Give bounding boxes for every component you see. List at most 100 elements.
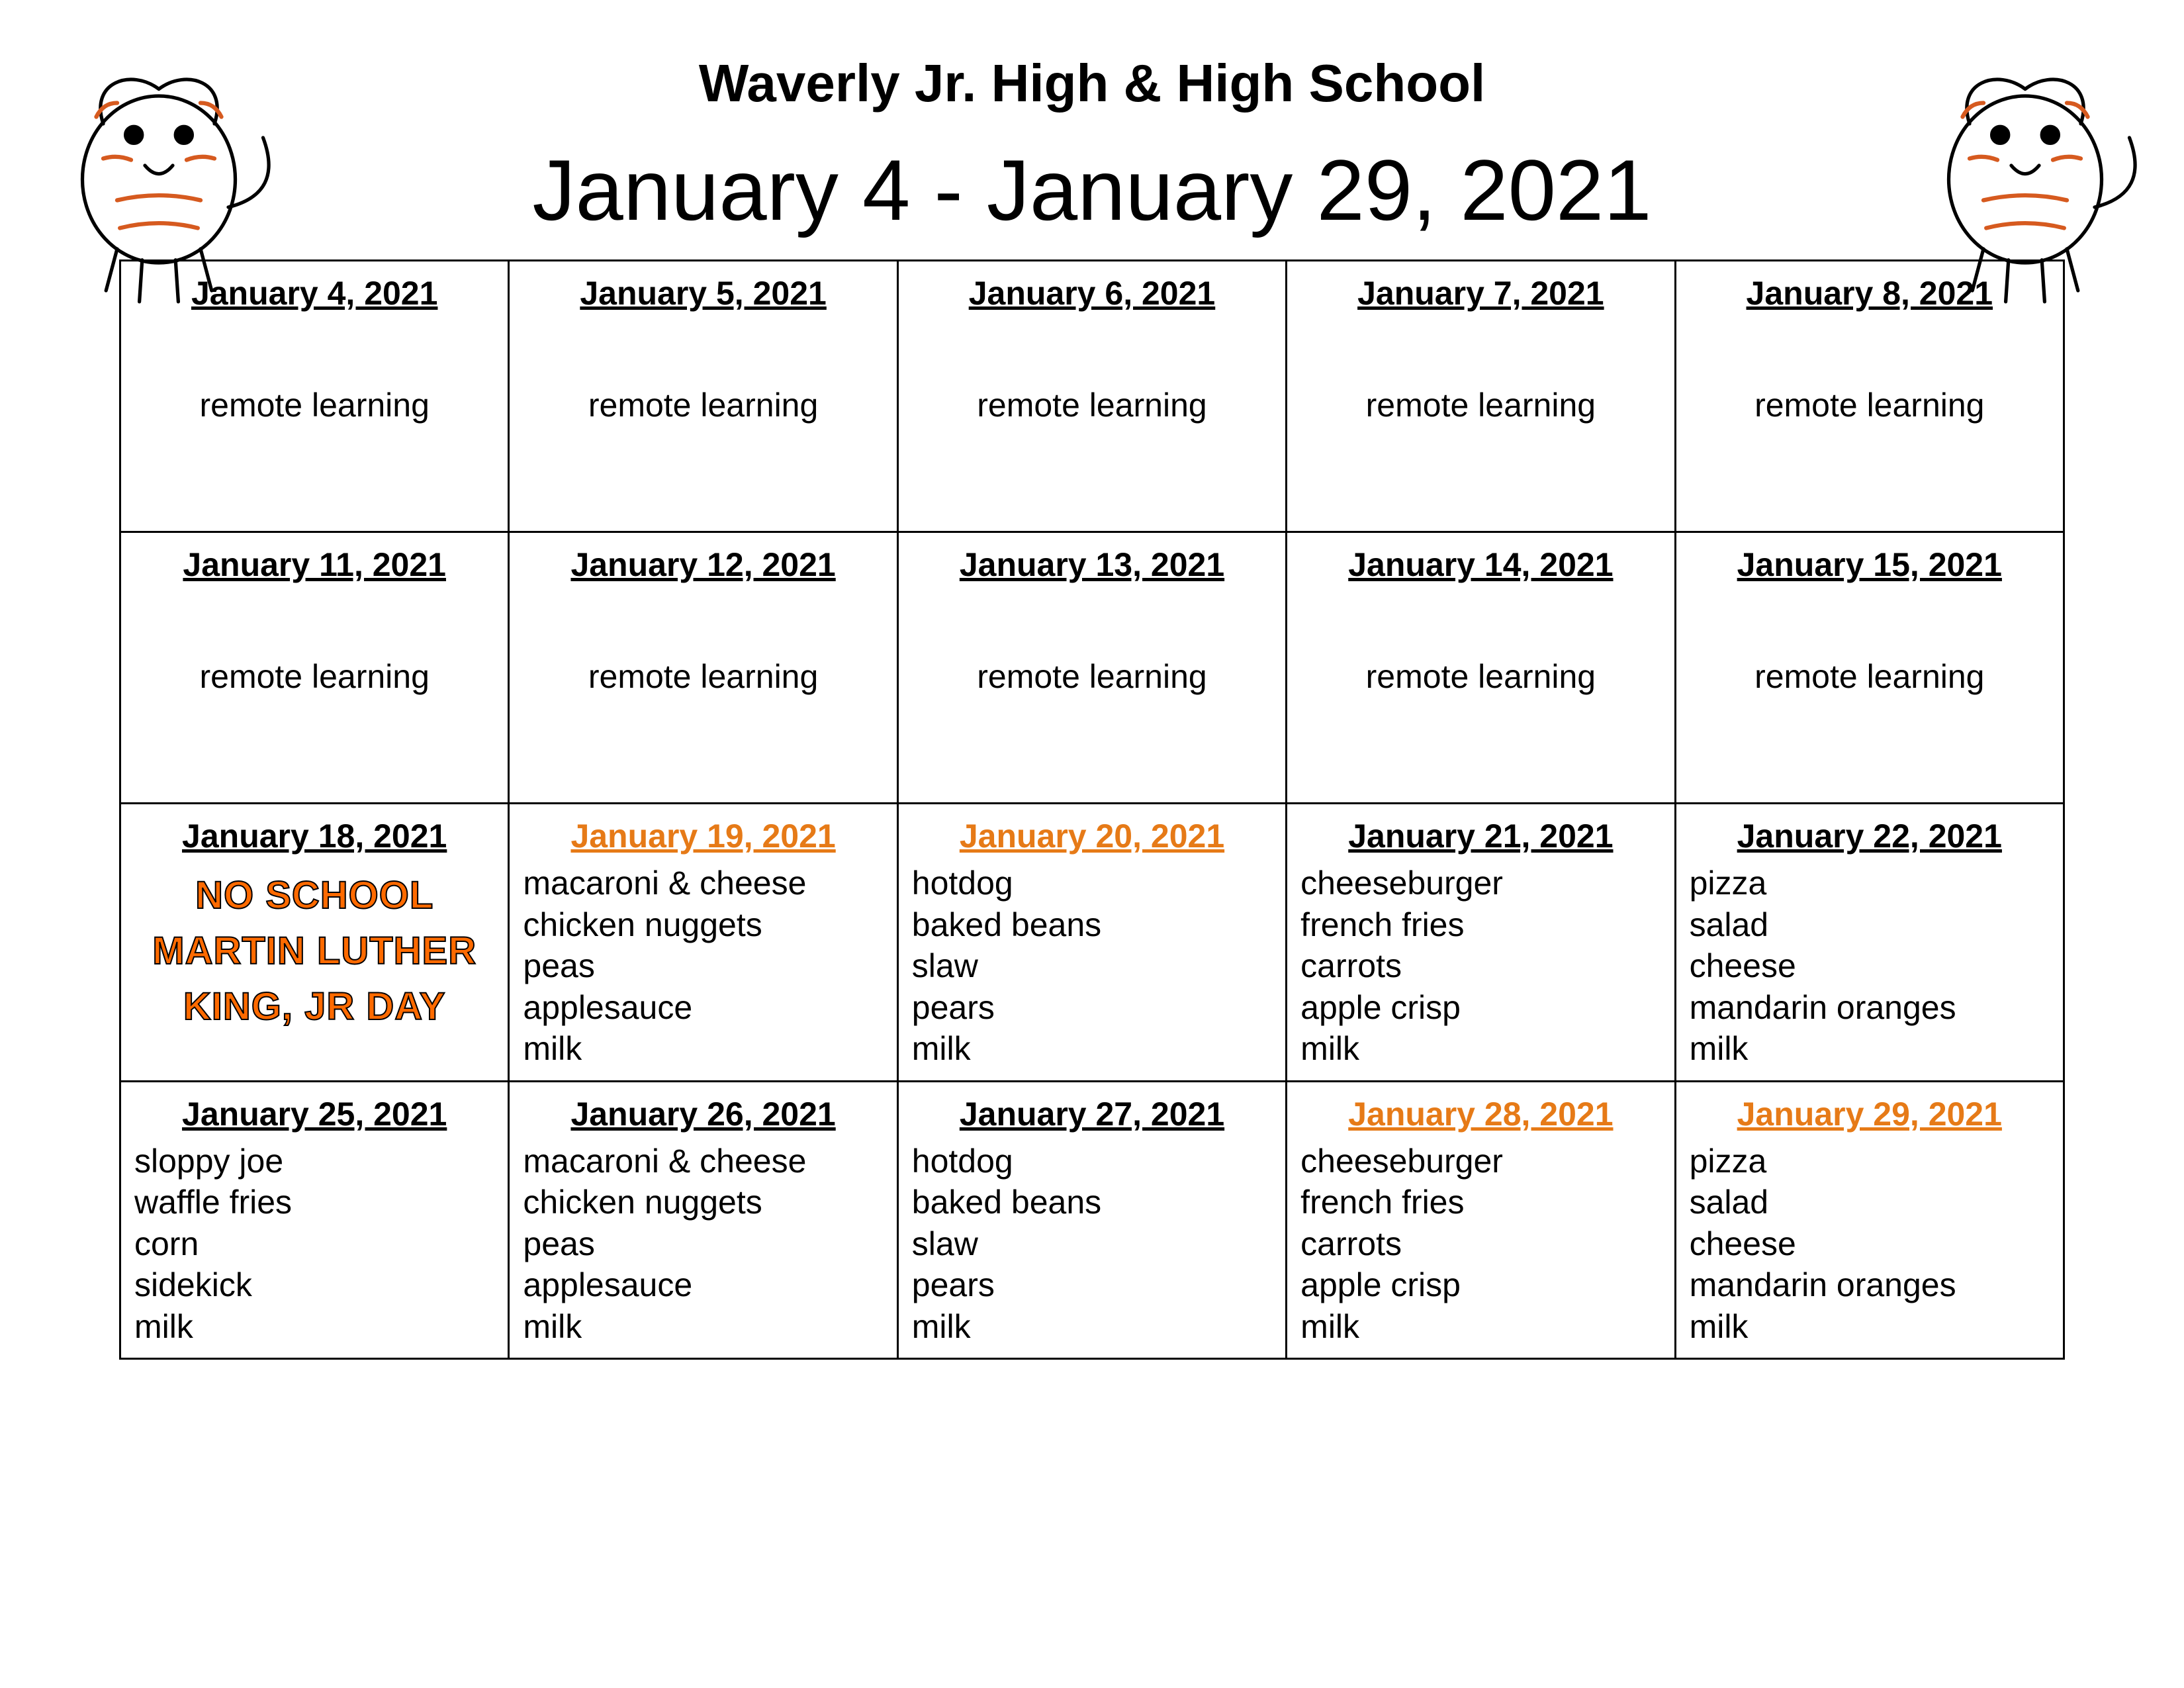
- tiger-mascot-left-icon: [20, 26, 298, 305]
- menu-item: cheeseburger: [1300, 1141, 1663, 1182]
- menu-list: pizzasaladcheesemandarin orangesmilk: [1687, 1141, 2052, 1348]
- menu-item: pizza: [1690, 863, 2052, 904]
- calendar-cell: January 22, 2021pizzasaladcheesemandarin…: [1675, 804, 2064, 1082]
- menu-item: pears: [912, 1264, 1275, 1306]
- cell-date: January 27, 2021: [909, 1094, 1275, 1134]
- menu-item: slaw: [912, 945, 1275, 987]
- menu-item: cheese: [1690, 1223, 2052, 1265]
- menu-item: chicken nuggets: [523, 904, 886, 946]
- calendar-cell: January 11, 2021 remote learning: [120, 532, 509, 804]
- holiday-line: MARTIN LUTHER: [132, 923, 497, 979]
- calendar-cell: January 21, 2021 cheeseburgerfrench fries…: [1287, 804, 1675, 1082]
- menu-item: milk: [1300, 1028, 1663, 1070]
- menu-item: french fries: [1300, 904, 1663, 946]
- menu-item: milk: [912, 1306, 1275, 1348]
- menu-list: hotdogbaked beansslawpearsmilk: [909, 1141, 1275, 1348]
- menu-item: milk: [1690, 1306, 2052, 1348]
- menu-item: cheese: [1690, 945, 2052, 987]
- menu-calendar-table: January 4, 2021remote learningJanuary 5,…: [119, 259, 2065, 1360]
- menu-item: sloppy joe: [134, 1141, 497, 1182]
- calendar-cell: January 26, 2021 macaroni & cheesechicken…: [509, 1081, 897, 1359]
- menu-item: french fries: [1300, 1182, 1663, 1223]
- holiday-line: NO SCHOOL: [132, 868, 497, 923]
- menu-item: chicken nuggets: [523, 1182, 886, 1223]
- cell-date: January 19, 2021: [520, 816, 886, 856]
- calendar-cell: January 5, 2021 remote learning: [509, 261, 897, 532]
- menu-item: apple crisp: [1300, 987, 1663, 1029]
- cell-date: January 15, 2021: [1687, 545, 2052, 585]
- calendar-cell: January 7, 2021 remote learning: [1287, 261, 1675, 532]
- remote-learning-label: remote learning: [1687, 386, 2052, 424]
- calendar-row: January 4, 2021remote learningJanuary 5,…: [120, 261, 2064, 532]
- calendar-cell: January 20, 2021 hotdogbaked beansslawpea…: [897, 804, 1286, 1082]
- menu-item: milk: [134, 1306, 497, 1348]
- cell-date: January 18, 2021: [132, 816, 497, 856]
- menu-item: carrots: [1300, 1223, 1663, 1265]
- remote-learning-label: remote learning: [1298, 657, 1663, 696]
- menu-item: baked beans: [912, 904, 1275, 946]
- calendar-cell: January 28, 2021 cheeseburgerfrench fries…: [1287, 1081, 1675, 1359]
- cell-date: January 25, 2021: [132, 1094, 497, 1134]
- menu-item: peas: [523, 945, 886, 987]
- menu-item: mandarin oranges: [1690, 1264, 2052, 1306]
- calendar-cell: January 18, 2021 NO SCHOOLMARTIN LUTHERKI…: [120, 804, 509, 1082]
- menu-item: apple crisp: [1300, 1264, 1663, 1306]
- remote-learning-label: remote learning: [909, 386, 1275, 424]
- remote-learning-label: remote learning: [132, 386, 497, 424]
- menu-list: macaroni & cheesechicken nuggetspeasappl…: [520, 863, 886, 1070]
- date-range: January 4 - January 29, 2021: [119, 140, 2065, 240]
- menu-item: milk: [912, 1028, 1275, 1070]
- menu-item: waffle fries: [134, 1182, 497, 1223]
- calendar-row: January 25, 2021 sloppy joewaffle friesco…: [120, 1081, 2064, 1359]
- calendar-cell: January 13, 2021remote learning: [897, 532, 1286, 804]
- cell-date: January 5, 2021: [520, 273, 886, 313]
- menu-item: slaw: [912, 1223, 1275, 1265]
- remote-learning-label: remote learning: [132, 657, 497, 696]
- menu-list: hotdogbaked beansslawpearsmilk: [909, 863, 1275, 1070]
- cell-date: January 29, 2021: [1687, 1094, 2052, 1134]
- menu-item: applesauce: [523, 987, 886, 1029]
- calendar-cell: January 15, 2021remote learning: [1675, 532, 2064, 804]
- menu-item: baked beans: [912, 1182, 1275, 1223]
- menu-item: hotdog: [912, 863, 1275, 904]
- header: Waverly Jr. High & High School January 4…: [119, 53, 2065, 240]
- menu-list: pizzasaladcheesemandarin orangesmilk: [1687, 863, 2052, 1070]
- cell-date: January 26, 2021: [520, 1094, 886, 1134]
- cell-date: January 7, 2021: [1298, 273, 1663, 313]
- cell-date: January 11, 2021: [132, 545, 497, 585]
- remote-learning-label: remote learning: [520, 386, 886, 424]
- calendar-cell: January 12, 2021 remote learning: [509, 532, 897, 804]
- menu-list: macaroni & cheesechicken nuggetspeasappl…: [520, 1141, 886, 1348]
- remote-learning-label: remote learning: [1298, 386, 1663, 424]
- calendar-cell: January 29, 2021 pizzasaladcheesemandarin…: [1675, 1081, 2064, 1359]
- menu-list: sloppy joewaffle friescornsidekickmilk: [132, 1141, 497, 1348]
- menu-item: milk: [1300, 1306, 1663, 1348]
- cell-date: January 13, 2021: [909, 545, 1275, 585]
- cell-date: January 14, 2021: [1298, 545, 1663, 585]
- holiday-line: KING, JR DAY: [132, 979, 497, 1035]
- menu-item: cheeseburger: [1300, 863, 1663, 904]
- cell-date: January 21, 2021: [1298, 816, 1663, 856]
- school-name: Waverly Jr. High & High School: [119, 53, 2065, 114]
- menu-item: macaroni & cheese: [523, 1141, 886, 1182]
- cell-date: January 28, 2021: [1298, 1094, 1663, 1134]
- calendar-cell: January 27, 2021 hotdogbaked beansslawpea…: [897, 1081, 1286, 1359]
- calendar-cell: January 14, 2021 remote learning: [1287, 532, 1675, 804]
- menu-item: salad: [1690, 904, 2052, 946]
- menu-item: applesauce: [523, 1264, 886, 1306]
- menu-item: peas: [523, 1223, 886, 1265]
- page: Waverly Jr. High & High School January 4…: [0, 0, 2184, 1688]
- cell-date: January 12, 2021: [520, 545, 886, 585]
- holiday-block: NO SCHOOLMARTIN LUTHERKING, JR DAY: [132, 868, 497, 1035]
- menu-item: pizza: [1690, 1141, 2052, 1182]
- menu-list: cheeseburgerfrench friescarrotsapple cri…: [1298, 1141, 1663, 1348]
- menu-list: cheeseburgerfrench friescarrotsapple cri…: [1298, 863, 1663, 1070]
- menu-item: hotdog: [912, 1141, 1275, 1182]
- cell-date: January 6, 2021: [909, 273, 1275, 313]
- cell-date: January 20, 2021: [909, 816, 1275, 856]
- menu-item: pears: [912, 987, 1275, 1029]
- calendar-row: January 18, 2021 NO SCHOOLMARTIN LUTHERKI…: [120, 804, 2064, 1082]
- menu-item: milk: [523, 1306, 886, 1348]
- remote-learning-label: remote learning: [520, 657, 886, 696]
- menu-item: sidekick: [134, 1264, 497, 1306]
